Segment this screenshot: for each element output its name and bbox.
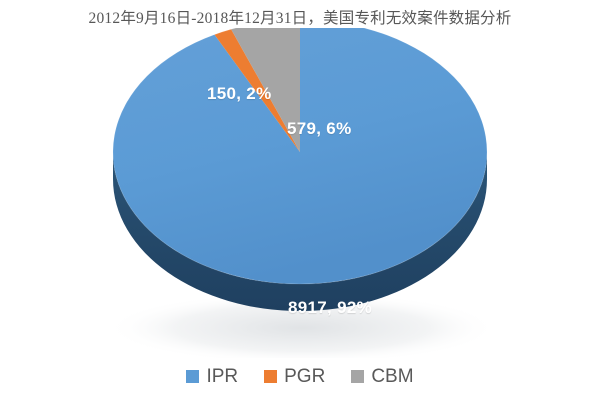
legend-swatch-icon-cbm xyxy=(351,370,365,383)
pie-slices xyxy=(112,28,487,284)
pie-top-rim xyxy=(112,28,488,285)
legend-label-cbm: CBM xyxy=(371,366,414,387)
pie-slice-cbm[interactable] xyxy=(231,28,300,152)
chart-title: 2012年9月16日-2018年12月31日，美国专利无效案件数据分析 xyxy=(88,10,512,27)
legend-swatch-icon-ipr xyxy=(186,370,200,383)
chart-legend: IPR PGR CBM xyxy=(0,367,600,386)
legend-item-cbm[interactable]: CBM xyxy=(351,366,414,387)
legend-label-pgr: PGR xyxy=(284,366,326,387)
legend-label-ipr: IPR xyxy=(206,366,239,387)
legend-item-pgr[interactable]: PGR xyxy=(264,367,325,386)
pie-slice-ipr[interactable] xyxy=(112,28,487,284)
pie-svg xyxy=(106,28,498,358)
pie-plot-area: 150, 2% 579, 6% 8917, 92% xyxy=(0,28,600,358)
pie-ground-shadow xyxy=(106,292,498,358)
pie-slice-pgr[interactable] xyxy=(214,29,301,153)
data-label-ipr: 8917, 92% xyxy=(288,298,372,317)
legend-swatch-icon-pgr xyxy=(264,370,278,383)
pie-side-wall xyxy=(113,152,487,311)
data-label-cbm-value: 579, 6% xyxy=(287,119,352,138)
data-label-cbm: 150, 2% xyxy=(207,84,272,103)
legend-item-ipr[interactable]: IPR xyxy=(186,367,238,386)
